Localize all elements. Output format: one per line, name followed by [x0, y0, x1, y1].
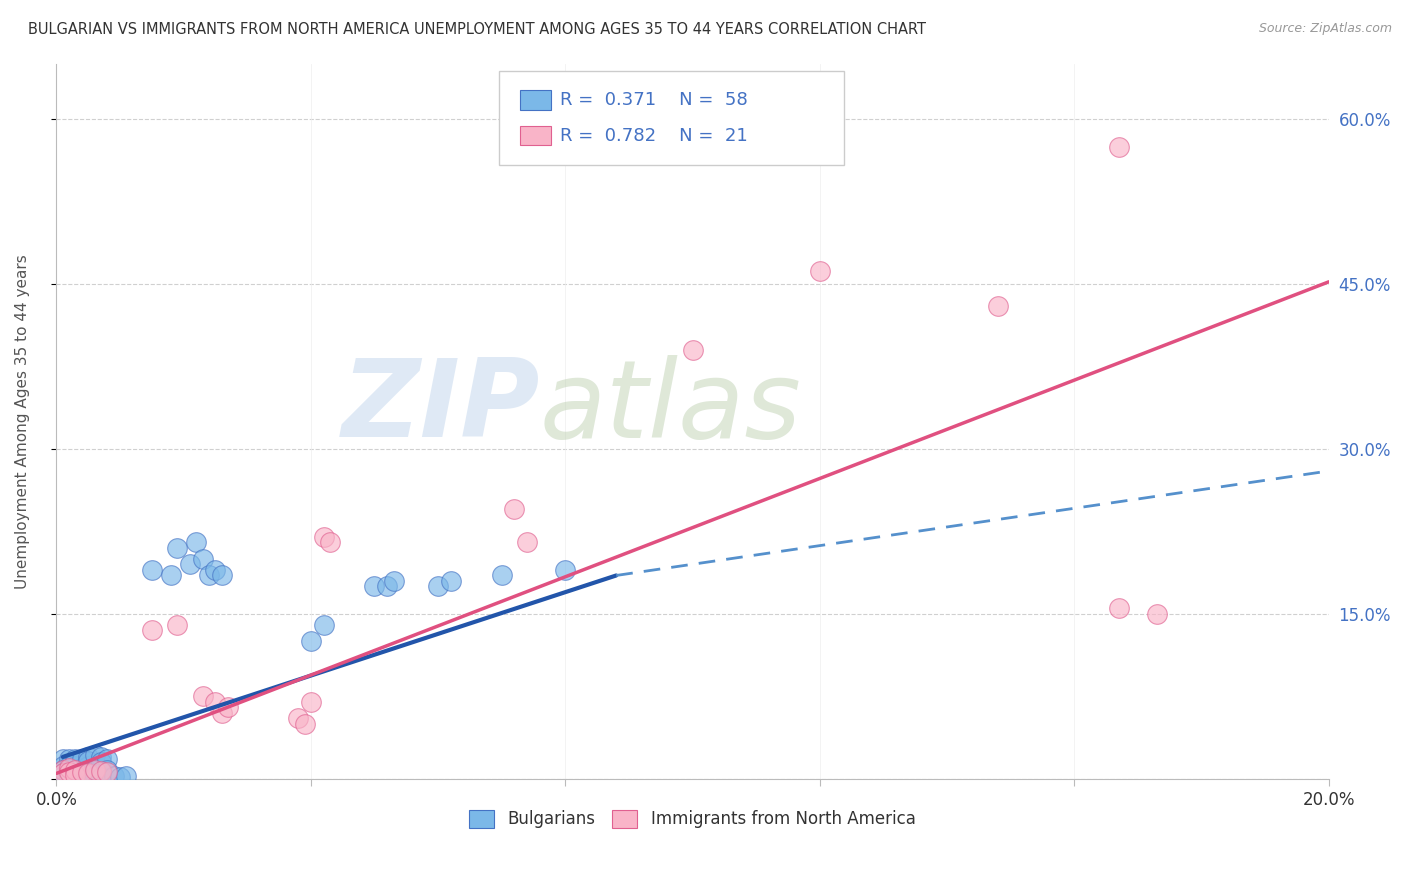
Point	[58, 763, 80, 777]
Point	[554, 563, 576, 577]
Point	[211, 706, 233, 720]
Point	[77, 763, 100, 777]
Text: R =  0.782    N =  21: R = 0.782 N = 21	[560, 127, 748, 145]
Point	[516, 535, 538, 549]
Point	[77, 750, 100, 764]
Point	[141, 624, 163, 638]
Point	[77, 754, 100, 768]
Point	[287, 711, 309, 725]
Point	[375, 579, 398, 593]
Point	[427, 579, 450, 593]
Point	[382, 574, 405, 588]
Point	[294, 717, 316, 731]
Point	[58, 752, 80, 766]
Point	[70, 752, 93, 766]
Point	[204, 563, 226, 577]
Point	[96, 765, 118, 780]
Point	[65, 766, 87, 780]
Point	[682, 343, 704, 357]
Point	[70, 767, 93, 781]
Point	[65, 752, 87, 766]
Point	[217, 700, 239, 714]
Point	[58, 765, 80, 780]
Point	[96, 752, 118, 766]
Point	[52, 766, 75, 780]
Point	[1108, 139, 1130, 153]
Point	[77, 758, 100, 772]
Point	[1108, 601, 1130, 615]
Point	[191, 552, 214, 566]
Point	[363, 579, 385, 593]
Point	[70, 765, 93, 780]
Point	[58, 761, 80, 775]
Point	[987, 299, 1010, 313]
Text: BULGARIAN VS IMMIGRANTS FROM NORTH AMERICA UNEMPLOYMENT AMONG AGES 35 TO 44 YEAR: BULGARIAN VS IMMIGRANTS FROM NORTH AMERI…	[28, 22, 927, 37]
Point	[83, 769, 105, 783]
Point	[299, 695, 322, 709]
Point	[70, 764, 93, 779]
Point	[198, 568, 221, 582]
Point	[166, 541, 188, 555]
Point	[103, 769, 125, 783]
Point	[52, 769, 75, 783]
Point	[58, 769, 80, 783]
Point	[52, 766, 75, 780]
Point	[52, 758, 75, 772]
Point	[160, 568, 183, 582]
Point	[52, 763, 75, 777]
Text: Source: ZipAtlas.com: Source: ZipAtlas.com	[1258, 22, 1392, 36]
Point	[90, 764, 112, 779]
Y-axis label: Unemployment Among Ages 35 to 44 years: Unemployment Among Ages 35 to 44 years	[15, 254, 30, 589]
Point	[70, 761, 93, 775]
Point	[77, 766, 100, 780]
Point	[90, 766, 112, 780]
Point	[90, 750, 112, 764]
Point	[90, 770, 112, 784]
Point	[211, 568, 233, 582]
Point	[52, 752, 75, 766]
Point	[96, 763, 118, 777]
Point	[166, 618, 188, 632]
Point	[204, 695, 226, 709]
Point	[491, 568, 513, 582]
Point	[108, 770, 131, 784]
Point	[440, 574, 463, 588]
Point	[808, 264, 831, 278]
Text: ZIP: ZIP	[342, 354, 540, 460]
Point	[52, 763, 75, 777]
Point	[65, 767, 87, 781]
Point	[312, 618, 335, 632]
Point	[83, 763, 105, 777]
Text: atlas: atlas	[540, 355, 801, 459]
Point	[65, 758, 87, 772]
Point	[299, 634, 322, 648]
Point	[179, 558, 201, 572]
Point	[83, 761, 105, 775]
Point	[312, 530, 335, 544]
Point	[83, 747, 105, 762]
Point	[83, 765, 105, 780]
Point	[58, 770, 80, 784]
Point	[90, 756, 112, 770]
Point	[141, 563, 163, 577]
Point	[77, 767, 100, 781]
Point	[115, 769, 138, 783]
Point	[503, 502, 526, 516]
Point	[186, 535, 208, 549]
Point	[1146, 607, 1168, 621]
Point	[191, 690, 214, 704]
Point	[319, 535, 342, 549]
Point	[65, 763, 87, 777]
Point	[65, 770, 87, 784]
Point	[58, 758, 80, 772]
Text: R =  0.371    N =  58: R = 0.371 N = 58	[560, 91, 748, 109]
Point	[58, 766, 80, 780]
Point	[65, 763, 87, 777]
Legend: Bulgarians, Immigrants from North America: Bulgarians, Immigrants from North Americ…	[463, 803, 922, 835]
Point	[65, 756, 87, 770]
